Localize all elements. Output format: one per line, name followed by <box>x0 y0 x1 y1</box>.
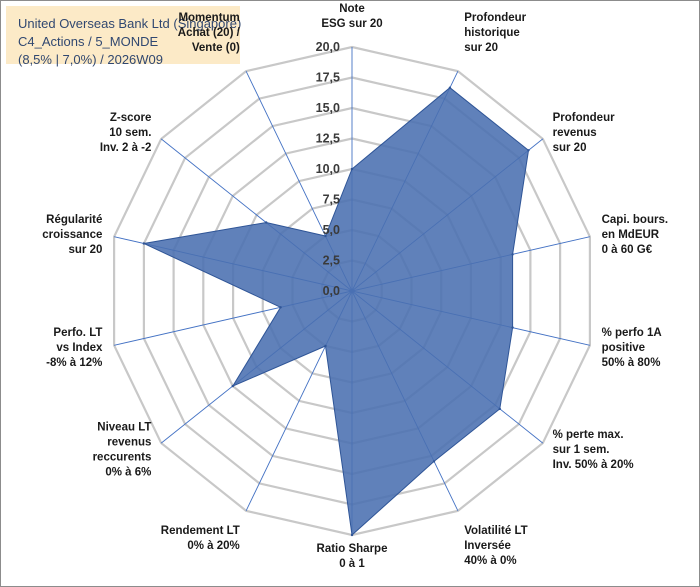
axis-label: positive <box>602 342 645 354</box>
axis-label: Ratio Sharpe <box>317 543 388 555</box>
axis-label: Inversée <box>464 540 511 552</box>
axis-label: croissance <box>42 229 102 241</box>
axis-label: 0 à 1 <box>339 558 365 570</box>
axis-label: -8% à 12% <box>46 357 102 369</box>
axis-label: 10 sem. <box>109 127 151 139</box>
info-box: United Overseas Bank Ltd (Singapore) C4_… <box>6 6 242 67</box>
tick-label: 7,5 <box>323 193 340 207</box>
axis-label: % perfo 1A <box>602 327 662 339</box>
axis-label: Rendement LT <box>161 525 240 537</box>
data-point <box>324 344 327 348</box>
axis-label: sur 1 sem. <box>553 444 610 456</box>
axis-label: Profondeur <box>553 112 615 124</box>
axis-label: revenus <box>553 127 597 139</box>
tick-label: 15,0 <box>316 101 340 115</box>
axis-label: Vente (0) <box>192 42 240 54</box>
axis-label: 50% à 80% <box>602 357 661 369</box>
data-point <box>350 167 354 171</box>
axis-label: vs Index <box>56 342 103 354</box>
axis-label: Volatilité LT <box>464 525 527 537</box>
axis-label: 0% à 20% <box>187 540 239 552</box>
axis-label: en MdEUR <box>602 229 660 241</box>
axis-label: historique <box>464 27 520 39</box>
axis-label: revenus <box>107 436 151 448</box>
axis-label: 0 à 60 G€ <box>602 244 653 256</box>
data-point <box>511 326 514 329</box>
data-point <box>231 384 234 388</box>
data-point <box>432 460 436 463</box>
tick-label: 20,0 <box>316 40 340 54</box>
axis-label: Capi. bours. <box>602 214 668 226</box>
axis-label: Niveau LT <box>97 421 151 433</box>
tick-label: 10,0 <box>316 162 340 176</box>
axis-label: Momentum <box>178 12 239 24</box>
axis-label: reccurents <box>93 451 152 463</box>
info-title: United Overseas Bank Ltd (Singapore) <box>18 16 242 31</box>
axis-label: sur 20 <box>553 142 587 154</box>
data-point <box>511 253 514 256</box>
tick-label: 12,5 <box>316 132 340 146</box>
data-series-area <box>142 87 530 536</box>
axis-label: sur 20 <box>69 244 103 256</box>
axis-label: Inv. 2 à -2 <box>100 142 152 154</box>
tick-label: 5,0 <box>323 223 340 237</box>
info-category: C4_Actions / 5_MONDE <box>18 34 159 49</box>
axis-label: Inv. 50% à 20% <box>553 459 634 471</box>
data-point <box>498 407 501 411</box>
data-point <box>324 234 327 238</box>
data-point <box>265 221 268 224</box>
axis-label: Z-score <box>110 112 152 124</box>
data-point <box>142 242 146 245</box>
axis-label: sur 20 <box>464 42 498 54</box>
tick-label: 2,5 <box>323 254 340 268</box>
axis-label: 0% à 6% <box>105 466 151 478</box>
axis-label: ESG sur 20 <box>321 18 382 30</box>
axis-label: % perte max. <box>553 429 624 441</box>
data-point <box>448 86 452 89</box>
axis-label: Régularité <box>46 214 102 226</box>
axis-label: Note <box>339 3 365 15</box>
data-point <box>527 149 530 152</box>
axis-label: 40% à 0% <box>464 555 516 567</box>
axis-label: Perfo. LT <box>53 327 102 339</box>
tick-label: 17,5 <box>316 71 340 85</box>
tick-label: 0,0 <box>323 284 340 298</box>
info-period: (8,5% | 7,0%) / 2026W09 <box>18 52 164 67</box>
axis-label: Achat (20) / <box>178 27 241 39</box>
data-point <box>279 306 282 309</box>
data-point <box>350 533 354 537</box>
axis-label: Profondeur <box>464 12 526 24</box>
